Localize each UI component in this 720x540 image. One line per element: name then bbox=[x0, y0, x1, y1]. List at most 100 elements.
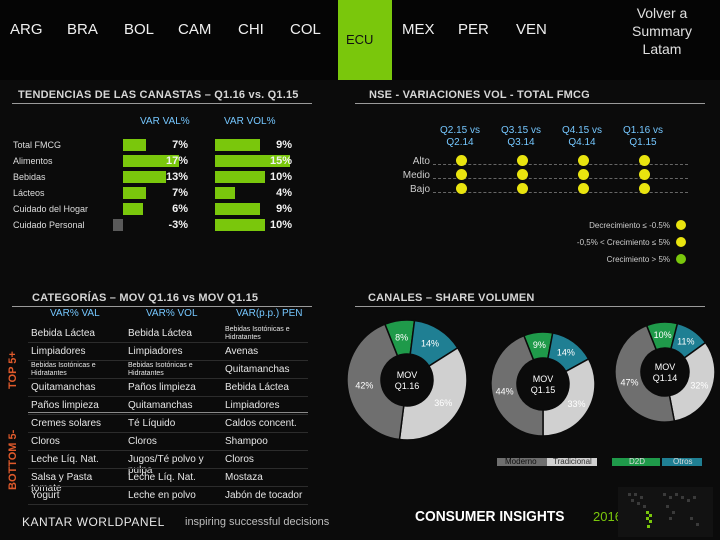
tendencias-title: TENDENCIAS DE LAS CANASTAS – Q1.16 vs. Q… bbox=[18, 89, 299, 101]
nse-col-3: Q4.15 vs Q4.14 bbox=[561, 125, 603, 148]
tab-mex[interactable]: MEX bbox=[402, 21, 435, 38]
donut-value-label: 11% bbox=[677, 336, 694, 346]
category-cell: Limpiadores bbox=[128, 346, 183, 357]
var-vol-bar bbox=[215, 219, 265, 231]
tab-col[interactable]: COL bbox=[290, 21, 321, 38]
tendencias-row-label: Total FMCG bbox=[13, 140, 62, 150]
category-cell: Paños limpieza bbox=[128, 382, 196, 393]
category-cell: Mostaza bbox=[225, 472, 263, 483]
donut-value-label: 14% bbox=[557, 347, 575, 357]
category-cell: Bebida Láctea bbox=[31, 328, 95, 339]
donut-value-label: 44% bbox=[496, 386, 514, 396]
var-val-bar bbox=[123, 139, 147, 151]
canales-legend: Moderno Tradicional D2D Otros bbox=[497, 457, 707, 468]
var-val-bar bbox=[123, 155, 180, 167]
category-cell: Cloros bbox=[31, 436, 60, 447]
legend-swatch-otros bbox=[662, 458, 702, 466]
tab-ecu[interactable]: ECU bbox=[338, 0, 392, 80]
bottom5-label: BOTTOM 5- bbox=[7, 429, 19, 490]
category-cell: Cloros bbox=[225, 454, 254, 465]
nse-dot bbox=[456, 169, 467, 180]
tendencias-col-vol: VAR VOL% bbox=[224, 116, 276, 127]
canales-rule bbox=[355, 306, 705, 307]
donut-value-label: 10% bbox=[654, 330, 672, 340]
categorias-title: CATEGORÍAS – MOV Q1.16 vs MOV Q1.15 bbox=[32, 292, 259, 304]
tendencias-col-val: VAR VAL% bbox=[140, 116, 190, 127]
legend-dot-crecimiento-medio bbox=[676, 237, 686, 247]
summary-latam-link[interactable]: Volver a Summary Latam bbox=[632, 5, 692, 57]
category-cell: Avenas bbox=[225, 346, 259, 357]
donut-center-label: MOV bbox=[533, 374, 554, 384]
donut-segment-moderno bbox=[490, 334, 544, 437]
tab-arg[interactable]: ARG bbox=[10, 21, 43, 38]
nse-dot bbox=[456, 155, 467, 166]
category-cell: Leche en polvo bbox=[128, 490, 196, 501]
var-vol-value: 4% bbox=[276, 187, 292, 199]
var-vol-value: 9% bbox=[276, 203, 292, 215]
tab-bol[interactable]: BOL bbox=[124, 21, 155, 38]
nse-dot bbox=[456, 183, 467, 194]
legend-moderno: Moderno bbox=[505, 457, 537, 466]
tab-chi[interactable]: CHI bbox=[238, 21, 264, 38]
legend-swatch-d2d bbox=[612, 458, 660, 466]
tab-per[interactable]: PER bbox=[458, 21, 489, 38]
tab-ven[interactable]: VEN bbox=[516, 21, 547, 38]
donut-segment-moderno bbox=[614, 324, 676, 423]
donut-value-label: 36% bbox=[434, 398, 452, 408]
nse-legend-1: Decrecimiento ≤ -0.5% bbox=[589, 221, 670, 230]
var-val-value: 6% bbox=[172, 203, 188, 215]
category-cell: Leche Líq. Nat. bbox=[31, 454, 99, 465]
category-cell: Limpiadores bbox=[31, 346, 86, 357]
categorias-rule bbox=[12, 306, 312, 307]
category-row-divider bbox=[28, 450, 308, 451]
donut-value-label: 32% bbox=[690, 381, 708, 391]
var-vol-value: 10% bbox=[269, 219, 292, 231]
category-cell: Yogurt bbox=[31, 490, 60, 501]
world-map-icon bbox=[618, 487, 713, 537]
nse-dot bbox=[578, 169, 589, 180]
legend-d2d: D2D bbox=[629, 457, 646, 466]
tab-ecu-label: ECU bbox=[346, 32, 374, 47]
tendencias-rule bbox=[12, 103, 312, 104]
var-val-bar bbox=[123, 187, 147, 199]
tab-bra[interactable]: BRA bbox=[67, 21, 98, 38]
nse-dot bbox=[578, 183, 589, 194]
tab-cam[interactable]: CAM bbox=[178, 21, 212, 38]
var-vol-bar bbox=[215, 155, 290, 167]
donut-segment-tradicional bbox=[398, 346, 468, 441]
top-bottom-divider bbox=[28, 412, 308, 413]
category-row-divider bbox=[28, 360, 308, 361]
category-cell: Bebida Láctea bbox=[225, 382, 289, 393]
nse-dot bbox=[517, 169, 528, 180]
consumer-insights-logo: CONSUMER INSIGHTS bbox=[415, 508, 565, 525]
tendencias-row-label: Cuidado del Hogar bbox=[13, 204, 89, 214]
nse-row-line bbox=[433, 164, 688, 165]
nse-col-1: Q2.15 vs Q2.14 bbox=[439, 125, 481, 148]
legend-swatch-moderno bbox=[497, 458, 547, 466]
nse-dot bbox=[517, 155, 528, 166]
nse-dot bbox=[639, 169, 650, 180]
var-val-value: 17% bbox=[165, 155, 188, 167]
nse-row-label: Bajo bbox=[409, 184, 430, 195]
nse-row-label: Medio bbox=[402, 170, 430, 181]
kantar-logo: KANTAR WORLDPANEL bbox=[22, 515, 165, 529]
category-cell: Caldos concent. bbox=[225, 418, 297, 429]
var-vol-bar bbox=[215, 203, 260, 215]
donut-center-label: Q1.14 bbox=[653, 373, 678, 383]
var-vol-bar bbox=[215, 171, 265, 183]
cat-header-vol: VAR% VOL bbox=[146, 308, 198, 319]
nse-dot bbox=[639, 183, 650, 194]
category-cell: Shampoo bbox=[225, 436, 268, 447]
var-val-bar bbox=[123, 203, 143, 215]
country-nav: ARG BRA BOL CAM CHI COL ECU MEX PER VEN … bbox=[0, 0, 720, 80]
donut-segment-moderno bbox=[346, 323, 405, 441]
nse-legend-3: Crecimiento > 5% bbox=[606, 255, 670, 264]
donut-value-label: 47% bbox=[620, 377, 638, 387]
legend-otros: Otros bbox=[673, 457, 693, 466]
legend-tradicional: Tradicional bbox=[553, 457, 592, 466]
category-cell: Cremes solares bbox=[31, 418, 102, 429]
nse-row-label: Alto bbox=[412, 156, 430, 167]
nse-row-line bbox=[433, 192, 688, 193]
donut-segment-tradicional bbox=[542, 357, 596, 437]
legend-swatch-tradicional bbox=[547, 458, 597, 466]
